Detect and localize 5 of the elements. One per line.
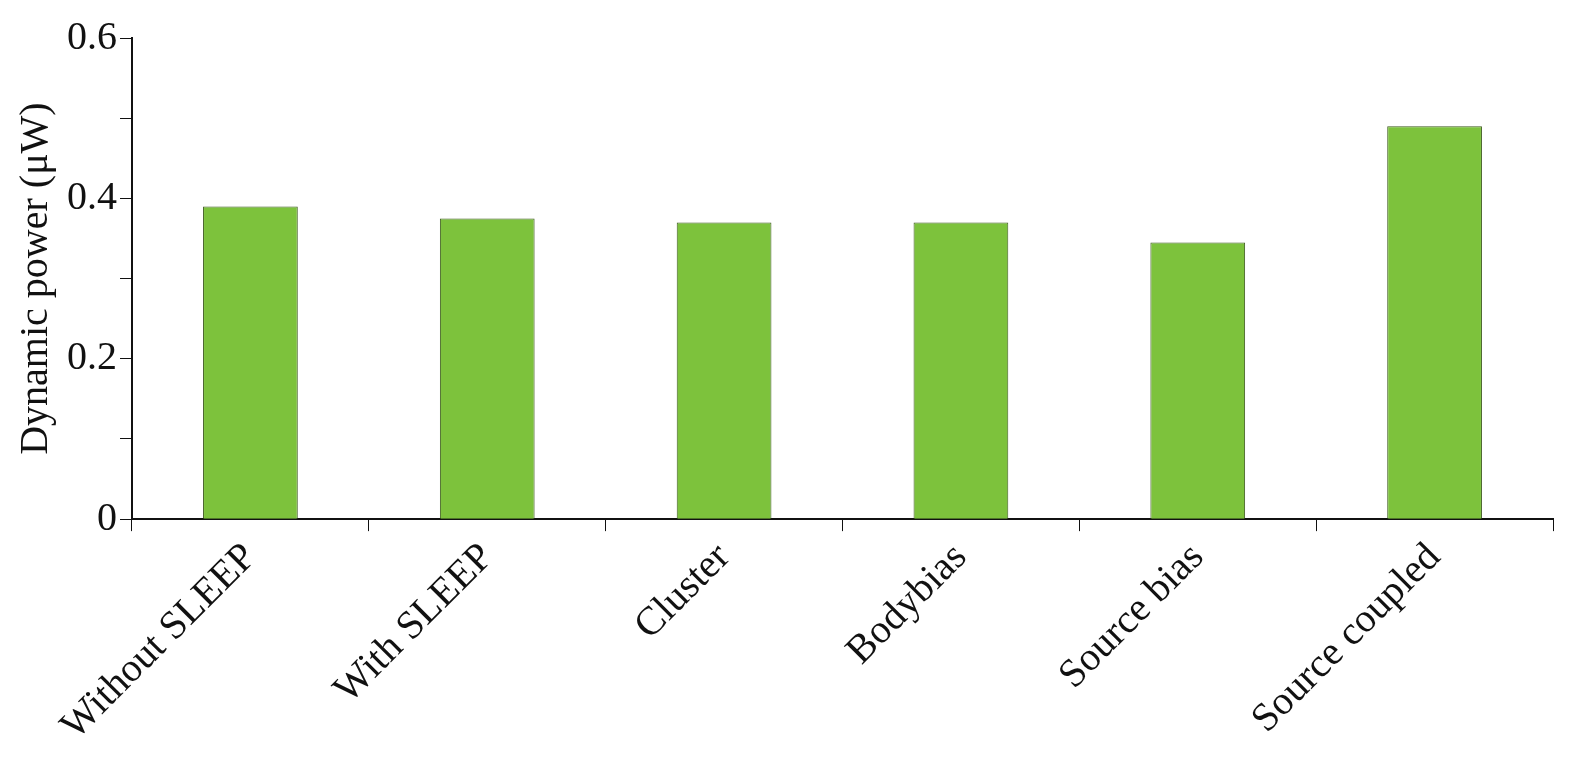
y-axis-title: Dynamic power (μW)	[10, 102, 56, 455]
y-tick-label: 0	[97, 493, 117, 539]
y-tick-label: 0.4	[67, 172, 117, 218]
y-tick-label: 0.2	[67, 333, 117, 379]
y-tick-label: 0.6	[67, 12, 117, 58]
